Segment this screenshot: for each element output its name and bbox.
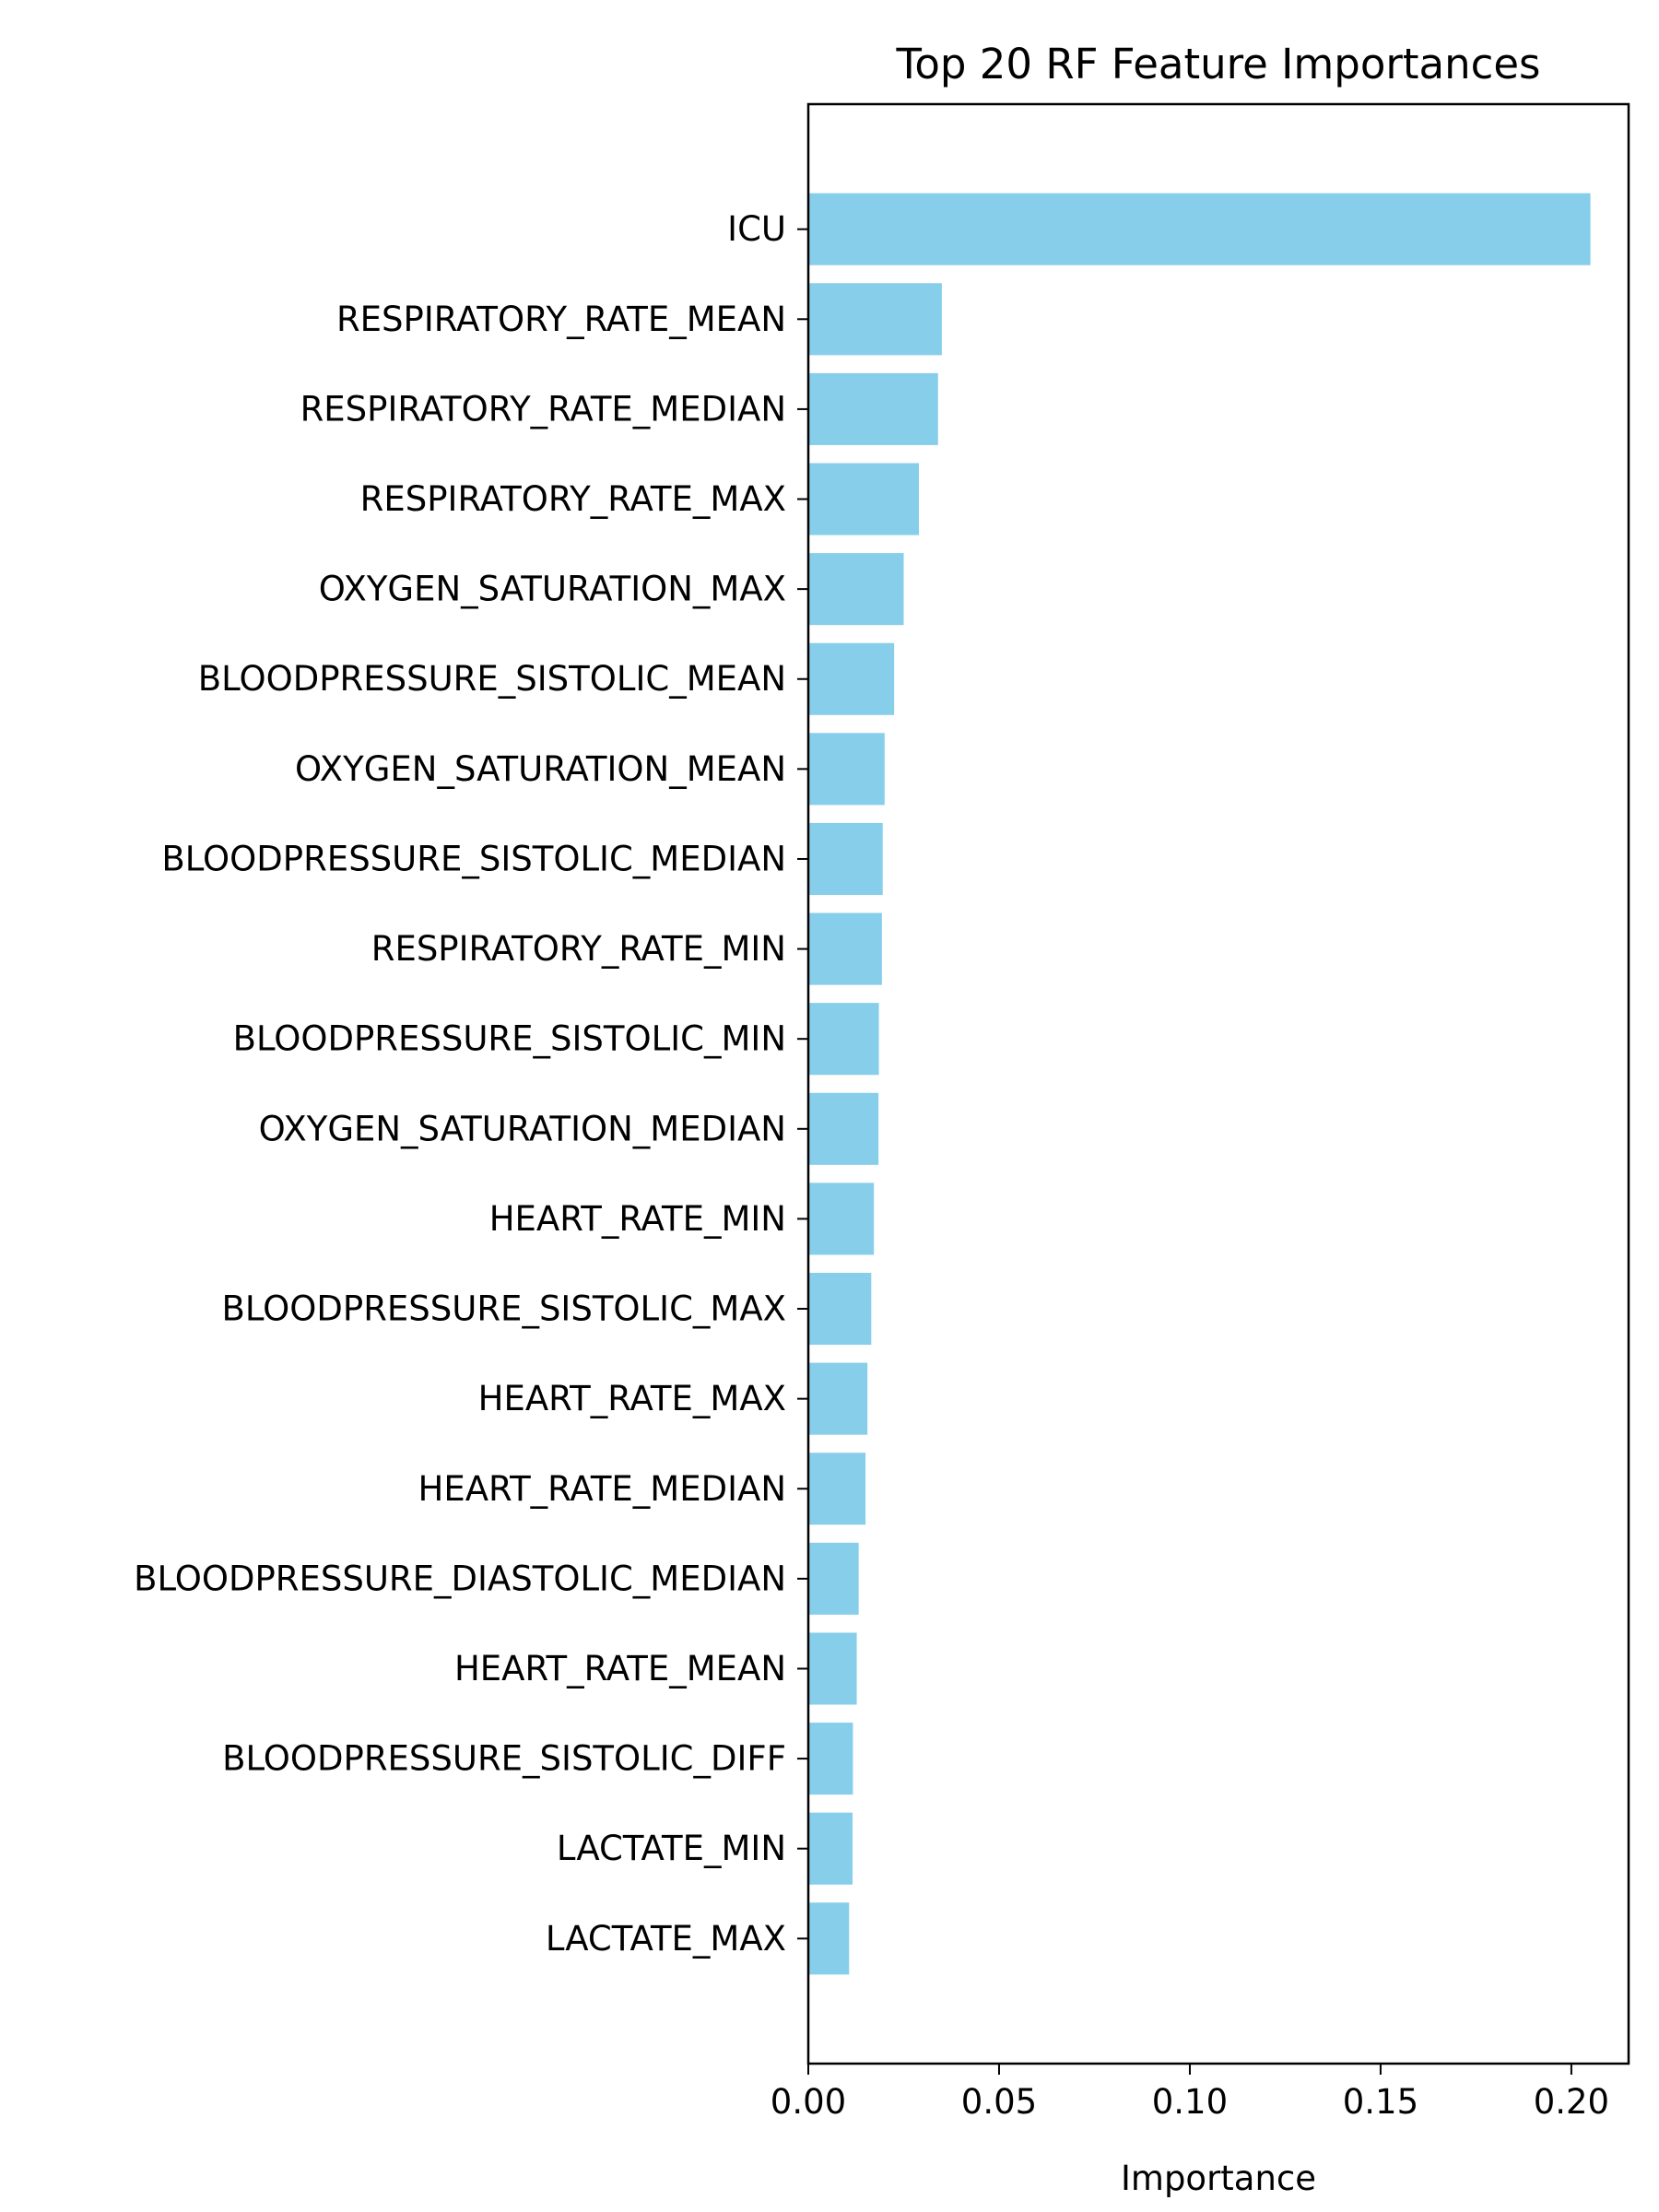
y-tick-label: RESPIRATORY_RATE_MEAN [336,300,786,339]
bar-bloodpressure-diastolic-median [808,1542,859,1615]
x-axis: 0.00 0.05 0.10 0.15 0.20 [771,2064,1609,2122]
chart-title: Top 20 RF Feature Importances [896,40,1541,88]
y-tick-label: BLOODPRESSURE_SISTOLIC_MEDIAN [161,839,786,878]
bar-respiratory-rate-median [808,372,938,445]
bar-heart-rate-max [808,1362,868,1435]
y-tick-label: ICU [727,209,786,249]
bar-bloodpressure-sistolic-min [808,1003,879,1076]
y-tick-label: BLOODPRESSURE_SISTOLIC_DIFF [222,1739,786,1779]
bar-oxygen-saturation-max [808,553,904,626]
bar-oxygen-saturation-mean [808,733,885,806]
bar-lactate-max [808,1902,850,1975]
bar-respiratory-rate-mean [808,283,942,356]
y-tick-label: RESPIRATORY_RATE_MAX [360,479,786,519]
x-tick-label: 0.15 [1343,2082,1418,2122]
bars-layer [808,193,1591,1975]
bar-bloodpressure-sistolic-mean [808,642,895,715]
bar-icu [808,193,1591,265]
y-tick-label: OXYGEN_SATURATION_MEAN [295,749,786,789]
bar-bloodpressure-sistolic-diff [808,1723,853,1795]
y-tick-label: LACTATE_MIN [557,1829,786,1868]
y-tick-label: HEART_RATE_MIN [489,1199,786,1239]
bar-respiratory-rate-max [808,463,920,535]
x-tick-label: 0.10 [1152,2082,1228,2122]
y-tick-label: BLOODPRESSURE_SISTOLIC_MEAN [198,659,786,699]
bar-heart-rate-min [808,1182,875,1255]
x-tick-label: 0.00 [771,2082,846,2122]
x-axis-label: Importance [1121,2159,1316,2198]
y-axis: ICU RESPIRATORY_RATE_MEAN RESPIRATORY_RATE… [134,209,808,1959]
y-tick-label: HEART_RATE_MAX [478,1379,786,1418]
y-tick-label: HEART_RATE_MEAN [454,1649,786,1688]
bar-bloodpressure-sistolic-max [808,1272,872,1346]
y-tick-label: BLOODPRESSURE_SISTOLIC_MIN [233,1019,786,1059]
y-tick-label: OXYGEN_SATURATION_MEDIAN [259,1109,786,1148]
bar-respiratory-rate-min [808,912,882,985]
x-tick-label: 0.05 [961,2082,1037,2122]
plot-frame [806,102,1630,2065]
y-tick-label: HEART_RATE_MEDIAN [418,1469,786,1509]
bar-oxygen-saturation-median [808,1092,879,1165]
bar-heart-rate-mean [808,1632,857,1705]
y-tick-label: RESPIRATORY_RATE_MEDIAN [300,389,786,429]
y-tick-label: OXYGEN_SATURATION_MAX [319,570,786,609]
bar-bloodpressure-sistolic-median [808,822,883,896]
y-tick-label: LACTATE_MAX [546,1919,786,1959]
y-tick-label: BLOODPRESSURE_SISTOLIC_MAX [221,1289,786,1329]
bar-heart-rate-median [808,1453,866,1525]
x-tick-label: 0.20 [1534,2082,1609,2122]
y-tick-label: RESPIRATORY_RATE_MIN [371,929,786,969]
bar-lactate-min [808,1812,853,1885]
y-tick-label: BLOODPRESSURE_DIASTOLIC_MEDIAN [134,1559,786,1598]
